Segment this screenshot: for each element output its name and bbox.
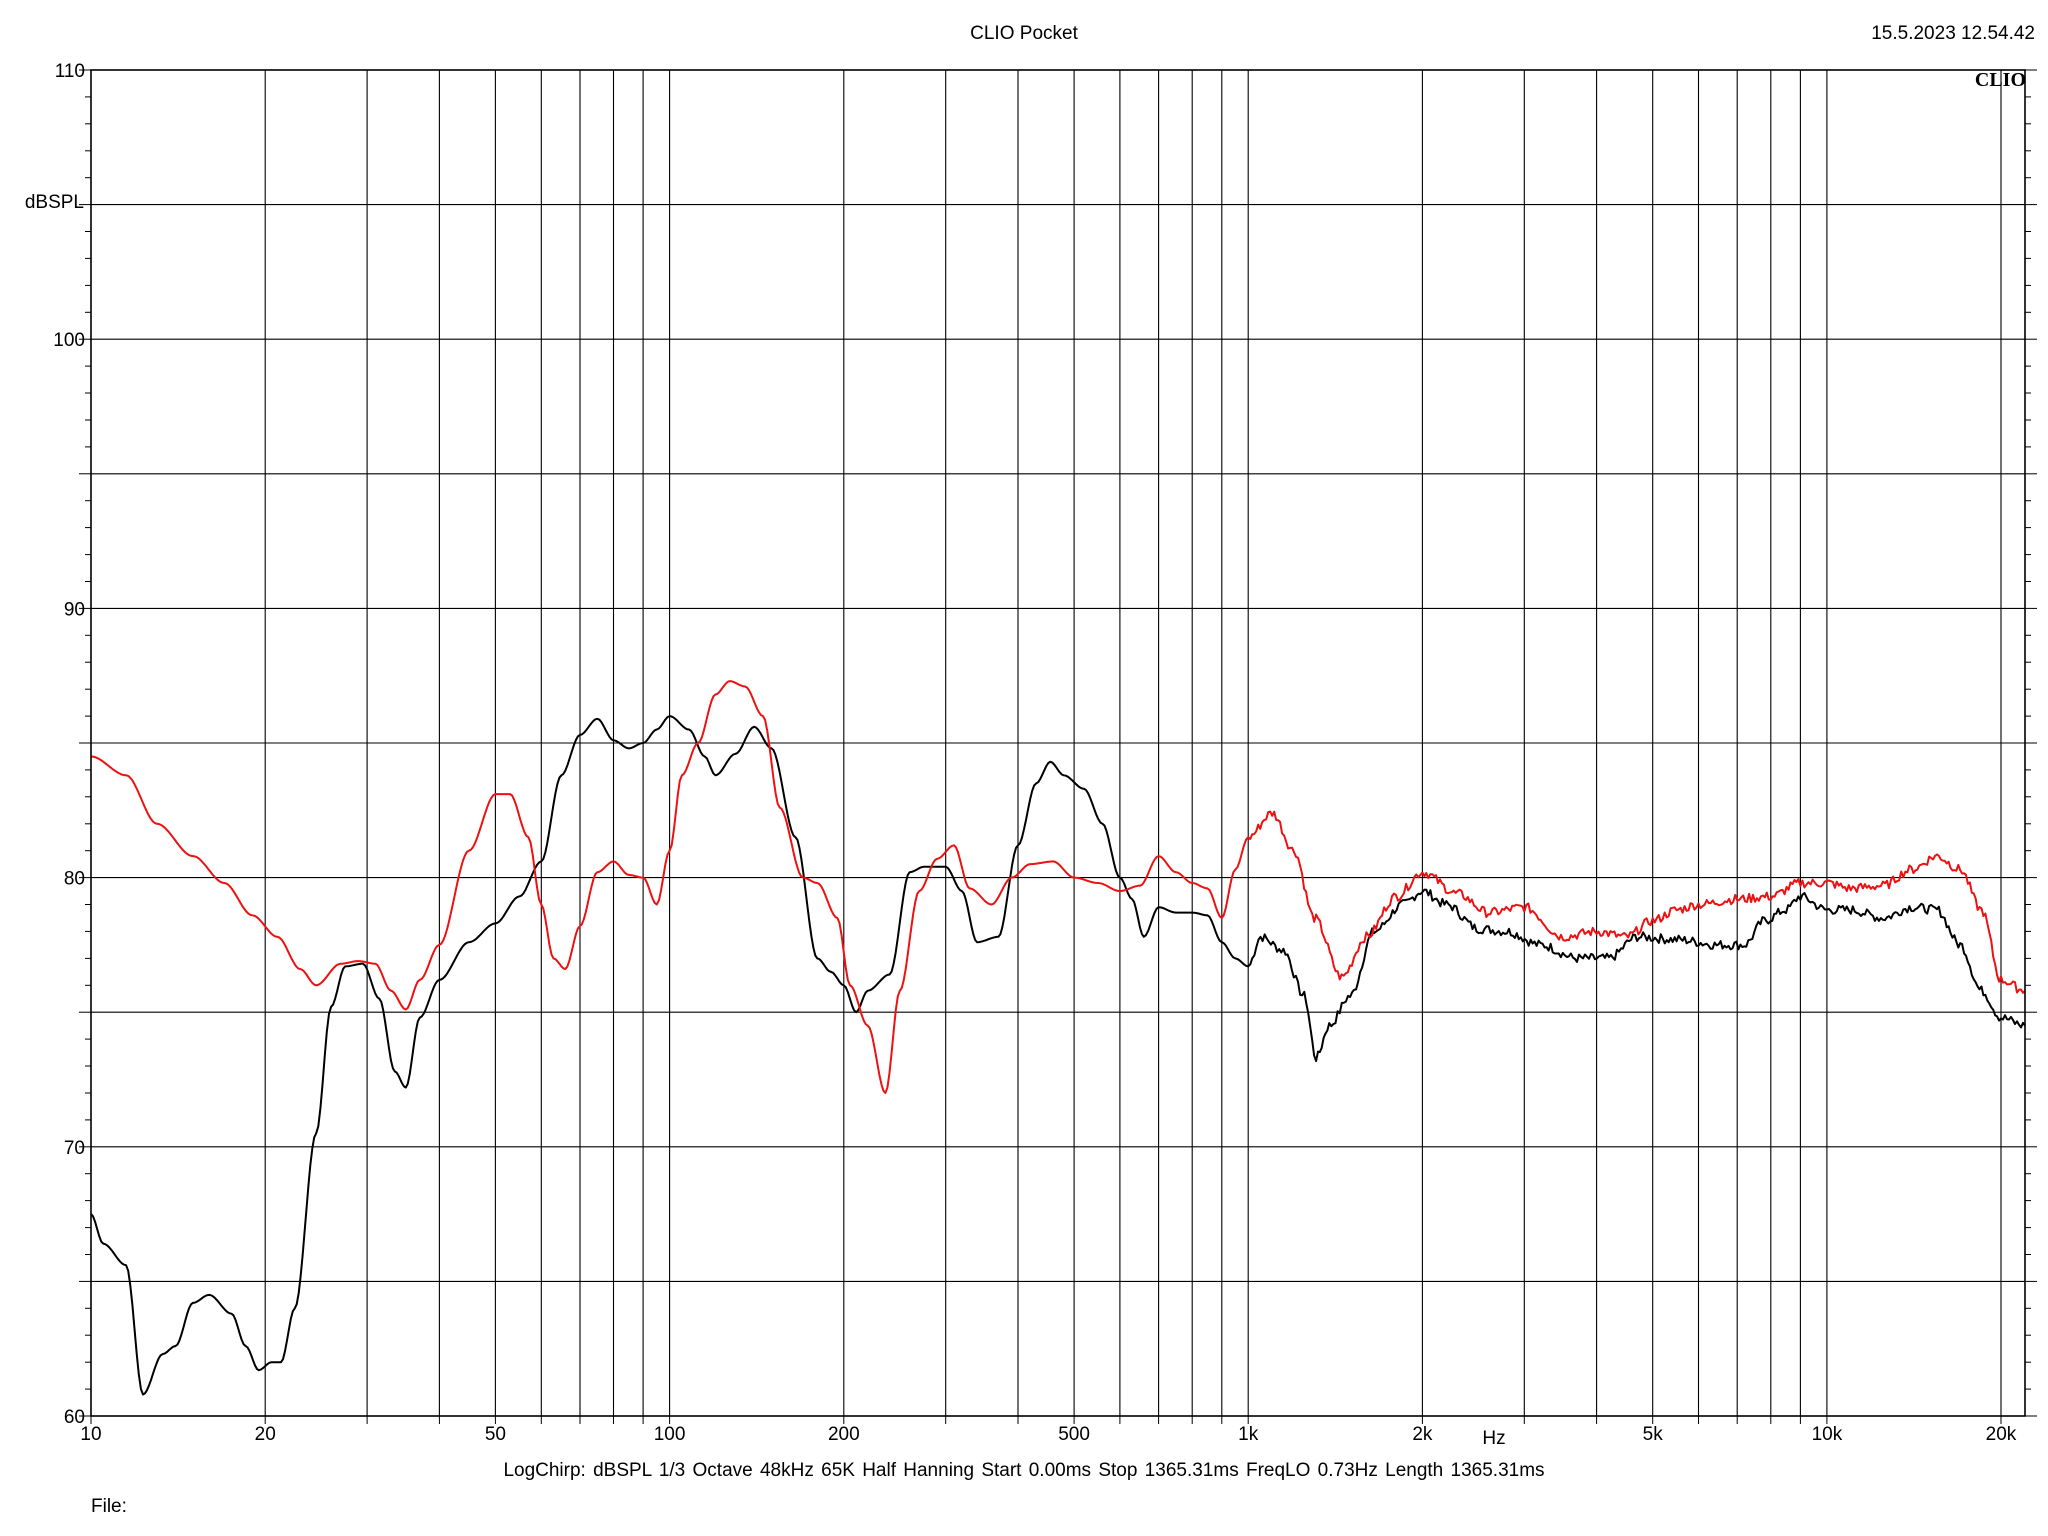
x-tick-label: 2k	[1412, 1424, 1433, 1445]
clio-logo: CLIO	[1975, 69, 2026, 91]
x-tick-label: 20k	[1986, 1424, 2017, 1445]
y-tick-label: 100	[53, 330, 85, 351]
x-tick-label: 20	[255, 1424, 276, 1445]
x-tick-label: 1k	[1238, 1424, 1259, 1445]
y-tick-label: 80	[64, 869, 85, 890]
series-line-red	[90, 680, 2026, 1094]
chart-title: CLIO Pocket	[970, 23, 1078, 44]
x-tick-label: 50	[485, 1424, 506, 1445]
grid	[79, 69, 2037, 1424]
x-axis-label: Hz	[1482, 1428, 1505, 1449]
x-tick-label: 5k	[1643, 1424, 1664, 1445]
y-axis-label: dBSPL	[25, 192, 84, 213]
timestamp: 15.5.2023 12.54.42	[1871, 23, 2035, 44]
y-tick-label: 70	[64, 1138, 85, 1159]
y-tick-label: 60	[64, 1407, 85, 1428]
series-line-black	[90, 715, 2026, 1396]
x-tick-label: 10	[80, 1424, 101, 1445]
y-tick-label: 90	[64, 599, 85, 620]
file-label: File:	[91, 1496, 127, 1517]
y-tick-label: 110	[55, 61, 85, 82]
measurement-params: LogChirp: dBSPL 1/3 Octave 48kHz 65K Hal…	[503, 1460, 1545, 1481]
plot-frame	[90, 69, 2026, 1417]
curves	[90, 680, 2026, 1396]
x-tick-label: 200	[828, 1424, 860, 1445]
x-tick-label: 100	[654, 1424, 686, 1445]
tick-labels: 10 20 50 100 200 500 1k 2k 5k 10k 20k 60 70 80 90 100 11…	[53, 61, 2017, 1445]
x-tick-label: 10k	[1812, 1424, 1843, 1445]
x-tick-label: 500	[1058, 1424, 1090, 1445]
